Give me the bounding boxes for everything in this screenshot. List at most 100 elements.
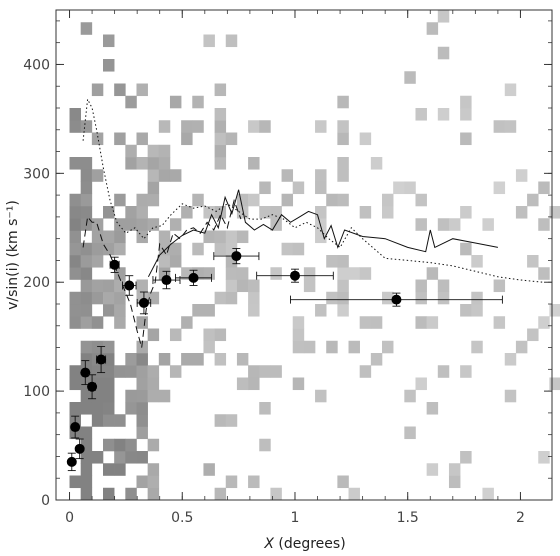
data-point	[138, 297, 149, 308]
plot-frame	[55, 9, 553, 501]
density-cell	[203, 340, 215, 354]
density-cell	[91, 255, 104, 268]
density-cell	[259, 120, 271, 133]
density-cell	[527, 193, 539, 207]
density-cell	[236, 279, 249, 293]
density-cell	[337, 132, 349, 146]
density-cell	[337, 279, 349, 293]
density-cell	[337, 95, 349, 109]
density-cell	[337, 157, 349, 170]
density-cell	[136, 353, 148, 366]
density-cell	[270, 267, 282, 280]
density-cell	[136, 451, 148, 464]
density-cell	[259, 206, 271, 219]
density-cell	[337, 475, 349, 489]
density-cell	[136, 414, 148, 427]
density-cell	[292, 181, 305, 195]
density-cell	[147, 144, 160, 158]
density-cell	[136, 426, 148, 440]
density-cell	[370, 353, 383, 366]
density-cell	[225, 475, 238, 489]
density-cell	[515, 340, 528, 354]
density-cell	[370, 157, 383, 170]
density-cell	[214, 206, 227, 219]
density-cell	[114, 304, 126, 317]
density-cell	[404, 181, 416, 195]
density-cell	[91, 279, 104, 293]
density-cell	[471, 304, 483, 317]
density-cell	[326, 193, 338, 207]
density-cell	[158, 169, 171, 182]
density-cell	[181, 132, 193, 146]
density-cell	[169, 365, 182, 378]
density-cell	[147, 377, 160, 391]
density-cell	[326, 255, 338, 268]
density-cell	[203, 34, 215, 48]
density-cell	[382, 291, 394, 305]
density-cell	[147, 328, 160, 342]
density-cell	[103, 377, 115, 391]
density-cell	[136, 377, 148, 391]
density-cell	[225, 291, 238, 305]
density-cell	[248, 157, 260, 170]
density-cell	[158, 267, 171, 280]
density-cell	[214, 120, 227, 133]
density-cell	[125, 218, 137, 231]
density-cell	[181, 120, 193, 133]
density-cell	[80, 169, 93, 182]
density-cell	[549, 304, 560, 317]
density-cell	[91, 377, 104, 391]
density-cell	[80, 487, 93, 501]
density-cell	[91, 230, 104, 244]
density-cell	[192, 95, 204, 109]
density-cell	[236, 353, 249, 366]
density-cell	[382, 340, 394, 354]
density-cell	[382, 206, 394, 219]
density-cell	[248, 291, 260, 305]
density-cell	[136, 402, 148, 415]
density-cell	[482, 218, 494, 231]
density-cell	[214, 108, 227, 121]
density-cell	[147, 193, 160, 207]
density-cell	[214, 83, 227, 97]
density-cell	[69, 218, 81, 231]
density-cell	[270, 487, 282, 501]
density-cell	[348, 487, 360, 501]
density-cell	[326, 340, 338, 354]
density-cell	[248, 193, 260, 207]
density-cell	[236, 230, 249, 244]
density-cell	[147, 475, 160, 489]
density-cell	[203, 267, 215, 280]
density-cell	[69, 108, 81, 121]
density-cell	[80, 389, 93, 403]
density-cell	[471, 340, 483, 354]
density-cell	[348, 340, 360, 354]
density-cell	[214, 157, 227, 170]
density-cell	[158, 242, 171, 256]
density-cell	[292, 316, 305, 329]
density-cell	[404, 389, 416, 403]
density-cell	[448, 463, 461, 476]
density-cell	[125, 451, 137, 464]
y-tick-label: 100	[23, 384, 50, 400]
density-cell	[270, 206, 282, 219]
density-cell	[114, 438, 126, 452]
density-cell	[169, 95, 182, 109]
density-cell	[404, 426, 416, 440]
density-cell	[80, 279, 93, 293]
density-cell	[91, 316, 104, 329]
density-cell	[158, 389, 171, 403]
density-cell	[69, 402, 81, 415]
density-cell	[448, 475, 461, 489]
density-cell	[69, 365, 81, 378]
density-cell	[281, 242, 294, 256]
density-cell	[192, 193, 204, 207]
density-cell	[248, 475, 260, 489]
density-cell	[538, 181, 550, 195]
density-cell	[359, 365, 372, 378]
density-cell	[147, 218, 160, 231]
density-cell	[136, 389, 148, 403]
density-cell	[69, 304, 81, 317]
density-cell	[426, 267, 439, 280]
density-cell	[192, 353, 204, 366]
